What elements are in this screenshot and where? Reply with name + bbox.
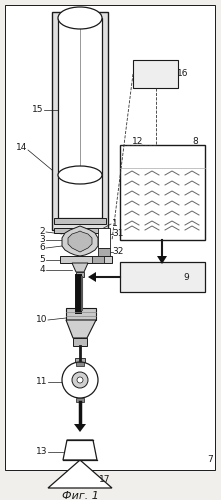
- Bar: [120, 262, 205, 292]
- Text: 9: 9: [183, 274, 189, 282]
- Polygon shape: [74, 424, 86, 432]
- Text: 10: 10: [36, 316, 48, 324]
- Text: 13: 13: [36, 448, 48, 456]
- Bar: [58, 18, 102, 218]
- Polygon shape: [88, 272, 96, 282]
- Bar: [75, 358, 85, 363]
- Text: Фиг. 1: Фиг. 1: [62, 491, 98, 500]
- Bar: [133, 60, 178, 88]
- Bar: [98, 228, 110, 248]
- Circle shape: [72, 372, 88, 388]
- Polygon shape: [62, 226, 98, 256]
- Polygon shape: [48, 460, 112, 488]
- Text: 32: 32: [112, 248, 124, 256]
- Bar: [92, 256, 104, 263]
- Bar: [76, 362, 84, 366]
- Bar: [76, 272, 84, 277]
- Text: 6: 6: [39, 244, 45, 252]
- Polygon shape: [157, 256, 167, 264]
- Bar: [76, 398, 84, 402]
- Text: 7: 7: [207, 456, 213, 464]
- Text: 14: 14: [16, 144, 28, 152]
- Bar: [54, 228, 106, 233]
- Text: 31: 31: [112, 230, 124, 238]
- Polygon shape: [63, 440, 97, 460]
- Ellipse shape: [58, 166, 102, 184]
- Circle shape: [62, 362, 98, 398]
- Text: 17: 17: [99, 476, 111, 484]
- Bar: [120, 145, 205, 240]
- Text: 8: 8: [192, 138, 198, 146]
- Text: 1: 1: [112, 220, 118, 228]
- Bar: [66, 308, 96, 320]
- Bar: [52, 12, 108, 230]
- Polygon shape: [68, 231, 92, 252]
- Text: 11: 11: [36, 378, 48, 386]
- Polygon shape: [72, 263, 88, 272]
- Polygon shape: [66, 320, 96, 338]
- Text: 15: 15: [32, 106, 44, 114]
- Text: 2: 2: [39, 228, 45, 236]
- Bar: [98, 248, 110, 258]
- Text: 12: 12: [132, 138, 144, 146]
- Bar: [73, 338, 87, 346]
- Bar: [60, 256, 112, 263]
- Text: 5: 5: [39, 256, 45, 264]
- Text: 4: 4: [39, 266, 45, 274]
- Ellipse shape: [58, 7, 102, 29]
- Bar: [54, 218, 106, 224]
- Text: 3: 3: [39, 236, 45, 244]
- Text: 16: 16: [177, 70, 189, 78]
- Circle shape: [77, 377, 83, 383]
